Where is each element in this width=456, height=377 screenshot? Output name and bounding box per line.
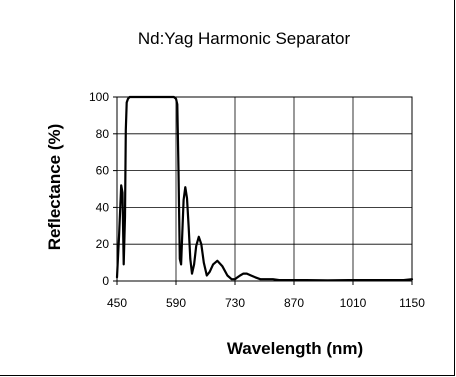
y-tick-label: 60 — [96, 164, 110, 178]
x-tick-label: 1150 — [399, 296, 425, 310]
y-tick-label: 100 — [89, 90, 109, 104]
y-tick-label: 0 — [102, 274, 109, 288]
x-axis-title: Wavelength (nm) — [227, 339, 363, 358]
x-tick-label: 590 — [166, 296, 186, 310]
chart-title: Nd:Yag Harmonic Separator — [138, 29, 351, 48]
y-tick-label: 40 — [96, 200, 110, 214]
plot-border — [116, 96, 413, 282]
x-tick-label: 870 — [284, 296, 304, 310]
x-tick-label: 1010 — [340, 296, 367, 310]
y-axis-title: Reflectance (%) — [45, 124, 64, 251]
x-tick-label: 450 — [107, 296, 127, 310]
y-tick-label: 20 — [96, 237, 110, 251]
x-tick-label: 730 — [225, 296, 245, 310]
reflectance-line — [115, 95, 414, 282]
plot-area: 0 20 40 60 80 100 450 590 730 870 1010 1150 — [89, 90, 425, 310]
y-tick-label: 80 — [96, 127, 110, 141]
